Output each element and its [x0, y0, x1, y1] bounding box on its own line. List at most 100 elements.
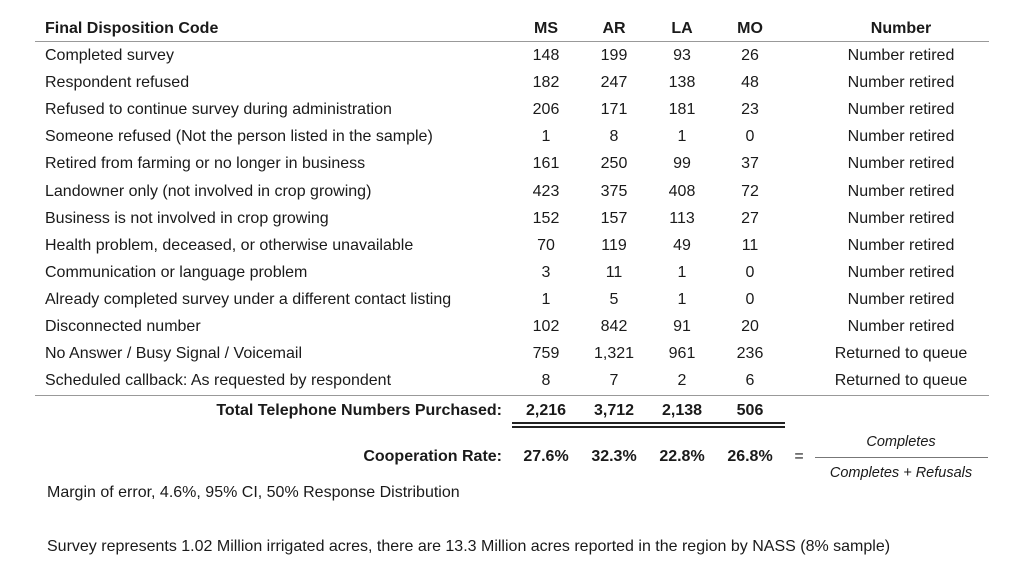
table-cell: 8	[541, 372, 551, 390]
table-cell: 138	[668, 74, 696, 92]
total-value: 2,216	[525, 402, 567, 419]
table-cell: 11	[605, 263, 623, 281]
column-header: AR	[602, 20, 626, 37]
table-cell: 157	[600, 209, 628, 227]
table-cell: 171	[600, 101, 628, 119]
table-cell: 759	[532, 345, 560, 363]
table-cell: 1,321	[593, 345, 635, 363]
table-cell: 26	[741, 47, 759, 64]
table-cell: 23	[741, 101, 759, 119]
table-cell: Number retired	[847, 101, 955, 119]
table-cell: 0	[745, 263, 755, 281]
cooperation-rate-value: 26.8%	[727, 448, 773, 465]
table-cell: Returned to queue	[834, 372, 968, 390]
table-cell: 148	[532, 47, 560, 64]
table-cell: Number retired	[847, 182, 955, 200]
table-cell: Number retired	[847, 263, 955, 281]
table-cell: 0	[745, 128, 755, 146]
fraction-denominator: Completes + Refusals	[829, 465, 973, 481]
table-cell: 842	[600, 318, 628, 335]
row-label: Business is not involved in crop growing	[45, 209, 329, 227]
table-cell: 247	[600, 74, 628, 92]
total-label: Total Telephone Numbers Purchased:	[216, 402, 502, 419]
column-header: MS	[534, 20, 558, 37]
table-cell: 27	[741, 209, 759, 227]
table-cell: Number retired	[847, 47, 955, 64]
table-cell: 102	[532, 318, 560, 335]
table-cell: Number retired	[847, 128, 955, 146]
table-cell: 199	[600, 47, 628, 64]
table-cell: 1	[541, 290, 551, 308]
cooperation-rate-value: 27.6%	[523, 448, 569, 465]
table-cell: 37	[741, 155, 759, 173]
table-cell: 5	[609, 290, 619, 308]
column-header: Final Disposition Code	[45, 20, 219, 37]
total-value: 506	[736, 402, 764, 419]
table-cell: 161	[532, 155, 560, 173]
table-cell: 91	[673, 318, 691, 335]
table-cell: Number retired	[847, 236, 955, 254]
table-cell: 408	[668, 182, 696, 200]
table-bottom-rule	[35, 395, 989, 396]
table-cell: Number retired	[847, 209, 955, 227]
table-cell: 206	[532, 101, 560, 119]
table-cell: 70	[537, 236, 555, 254]
column-header: MO	[737, 20, 763, 37]
table-cell: 93	[673, 47, 691, 64]
table-cell: 113	[669, 209, 695, 227]
margin-note: Margin of error, 4.6%, 95% CI, 50% Respo…	[47, 484, 460, 501]
table-cell: 1	[541, 128, 551, 146]
row-label: Retired from farming or no longer in bus…	[45, 155, 366, 173]
table-cell: 11	[741, 236, 759, 254]
row-label: Completed survey	[45, 47, 174, 64]
table-cell: 181	[668, 101, 696, 119]
row-label: Disconnected number	[45, 318, 201, 335]
table-cell: 182	[532, 74, 560, 92]
table-cell: 119	[601, 236, 627, 254]
row-label: No Answer / Busy Signal / Voicemail	[45, 345, 303, 363]
total-value: 2,138	[661, 402, 703, 419]
column-header: LA	[671, 20, 693, 37]
row-label: Someone refused (Not the person listed i…	[45, 128, 433, 146]
row-label: Landowner only (not involved in crop gro…	[45, 182, 372, 200]
table-cell: 49	[673, 236, 691, 254]
table-cell: 48	[741, 74, 759, 92]
header-rule	[35, 41, 989, 42]
cooperation-rate-value: 32.3%	[591, 448, 637, 465]
row-label: Refused to continue survey during admini…	[45, 101, 392, 119]
table-cell: Returned to queue	[834, 345, 968, 363]
survey-note: Survey represents 1.02 Million irrigated…	[47, 538, 891, 555]
column-header: Number	[870, 20, 932, 37]
table-cell: 99	[673, 155, 691, 173]
row-label: Communication or language problem	[45, 263, 308, 281]
total-value: 3,712	[593, 402, 635, 419]
table-cell: 6	[745, 372, 755, 390]
table-cell: 20	[741, 318, 759, 335]
table-cell: 961	[668, 345, 696, 363]
table-cell: Number retired	[847, 155, 955, 173]
table-cell: 0	[745, 290, 755, 308]
row-label: Respondent refused	[45, 74, 190, 92]
table-cell: 8	[609, 128, 619, 146]
table-cell: Number retired	[847, 318, 955, 335]
table-cell: 3	[541, 263, 551, 281]
table-cell: 1	[677, 128, 687, 146]
total-underline-2	[512, 426, 785, 428]
table-cell: 1	[677, 263, 687, 281]
equals-sign: =	[794, 448, 804, 465]
table-cell: 250	[600, 155, 628, 173]
table-cell: 236	[736, 345, 764, 363]
row-label: Scheduled callback: As requested by resp…	[45, 372, 392, 390]
table-cell: 2	[677, 372, 687, 390]
cooperation-rate-value: 22.8%	[659, 448, 705, 465]
table-cell: 423	[532, 182, 560, 200]
table-cell: Number retired	[847, 290, 955, 308]
table-cell: Number retired	[847, 74, 955, 92]
row-label: Already completed survey under a differe…	[45, 290, 452, 308]
table-cell: 375	[600, 182, 628, 200]
table-cell: 72	[741, 182, 759, 200]
row-label: Health problem, deceased, or otherwise u…	[45, 236, 414, 254]
fraction-bar	[815, 457, 988, 458]
total-underline-1	[512, 422, 785, 424]
